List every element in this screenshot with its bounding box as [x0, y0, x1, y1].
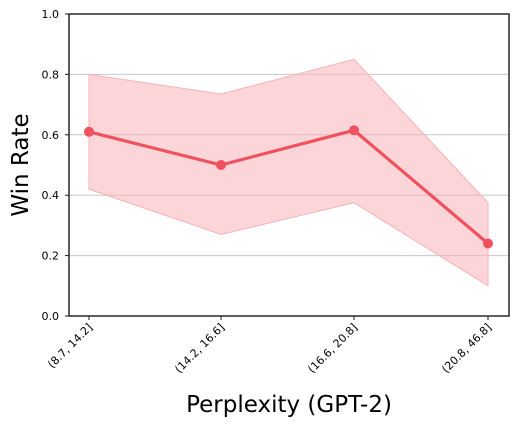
- series-line: [88, 128, 490, 245]
- y-tick-label: 0.0: [42, 310, 60, 323]
- confidence-band: [88, 58, 489, 287]
- y-tick-label: 0.6: [42, 129, 60, 142]
- data-point: [216, 160, 226, 170]
- x-axis-ticks: (8.7, 14.2] (14.2, 16.6] (16.6, 20.8] (20.8…: [45, 316, 494, 376]
- y-tick-label: 0.8: [42, 68, 60, 81]
- data-point: [483, 238, 493, 249]
- x-tick-label: (16.6, 20.8]: [305, 321, 360, 376]
- y-axis-label: Win Rate: [8, 113, 34, 216]
- x-tick-label: (20.8, 46.8]: [439, 321, 494, 376]
- y-tick-label: 1.0: [42, 8, 60, 21]
- x-tick-label: (8.7, 14.2]: [45, 321, 95, 371]
- x-tick-label: (14.2, 16.6]: [172, 321, 227, 376]
- plot-frame: [68, 13, 510, 317]
- data-point: [349, 125, 359, 136]
- data-point: [84, 126, 94, 137]
- y-axis-ticks: 0.0 0.2 0.4 0.6 0.8 1.0: [42, 8, 69, 323]
- data-points: [84, 125, 493, 249]
- x-axis-label: Perplexity (GPT-2): [186, 392, 392, 418]
- y-tick-label: 0.4: [42, 189, 60, 202]
- y-tick-label: 0.2: [42, 250, 60, 263]
